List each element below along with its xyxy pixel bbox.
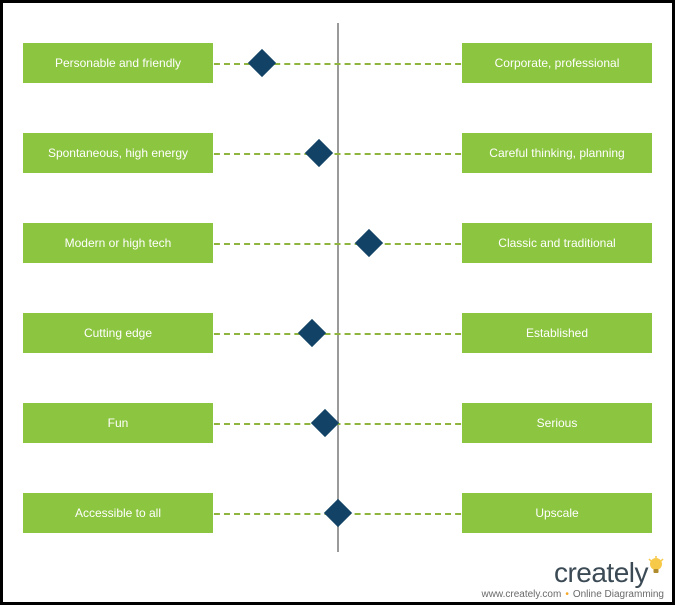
slider-diamond[interactable] [323, 499, 351, 527]
footer-tagline-text: Online Diagramming [573, 589, 664, 600]
logo-text: creately [554, 557, 648, 588]
lightbulb-icon [648, 556, 664, 585]
slider-diagram: Personable and friendly Corporate, profes… [23, 23, 652, 552]
footer: creately www.creately.com • Online Diagram… [481, 556, 664, 600]
left-label: Fun [23, 403, 213, 443]
spectrum-row: Spontaneous, high energy Careful thinking… [23, 133, 652, 173]
slider-diamond[interactable] [311, 409, 339, 437]
footer-tagline: www.creately.com • Online Diagramming [481, 589, 664, 600]
right-label: Established [462, 313, 652, 353]
right-label: Upscale [462, 493, 652, 533]
diagram-frame: Personable and friendly Corporate, profes… [0, 0, 675, 605]
right-label: Serious [462, 403, 652, 443]
right-label: Careful thinking, planning [462, 133, 652, 173]
footer-separator: • [565, 589, 569, 600]
spectrum-row: Fun Serious [23, 403, 652, 443]
slider-diamond[interactable] [248, 49, 276, 77]
slider-diamond[interactable] [298, 319, 326, 347]
center-divider [337, 23, 339, 552]
spectrum-row: Accessible to all Upscale [23, 493, 652, 533]
creately-logo: creately [481, 556, 664, 587]
left-label: Personable and friendly [23, 43, 213, 83]
left-label: Cutting edge [23, 313, 213, 353]
right-label: Corporate, professional [462, 43, 652, 83]
spectrum-row: Modern or high tech Classic and tradition… [23, 223, 652, 263]
slider-diamond[interactable] [355, 229, 383, 257]
left-label: Accessible to all [23, 493, 213, 533]
left-label: Spontaneous, high energy [23, 133, 213, 173]
spectrum-row: Personable and friendly Corporate, profes… [23, 43, 652, 83]
slider-diamond[interactable] [304, 139, 332, 167]
footer-url: www.creately.com [481, 589, 561, 600]
spectrum-row: Cutting edge Established [23, 313, 652, 353]
left-label: Modern or high tech [23, 223, 213, 263]
right-label: Classic and traditional [462, 223, 652, 263]
